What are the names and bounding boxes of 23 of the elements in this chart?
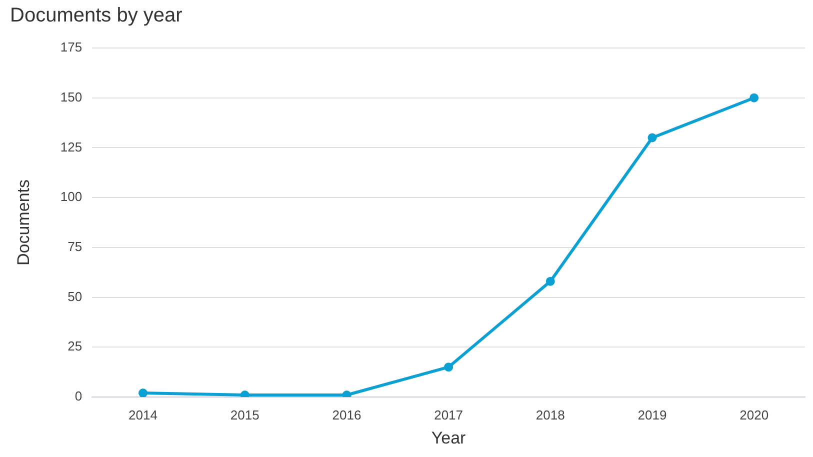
point <box>750 93 759 102</box>
x-tick-label: 2015 <box>230 407 260 422</box>
y-tick-label: 125 <box>60 139 82 154</box>
y-axis-title: Documents <box>14 180 33 266</box>
x-tick-label: 2019 <box>638 407 667 422</box>
x-axis-title: Year <box>431 428 466 448</box>
x-tick-label: 2017 <box>434 407 464 422</box>
x-tick-label: 2020 <box>740 407 769 422</box>
y-tick-label: 175 <box>60 40 82 55</box>
x-tick-label: 2018 <box>536 407 565 422</box>
y-tick-label: 100 <box>60 189 82 204</box>
point <box>546 276 555 286</box>
y-tick-label: 0 <box>74 388 82 404</box>
point <box>444 362 454 372</box>
x-tick-label: 2016 <box>332 407 362 422</box>
y-tick-label: 150 <box>60 89 82 104</box>
point <box>138 388 148 397</box>
y-tick-label: 25 <box>68 338 82 354</box>
chart-title: Documents by year <box>10 4 183 27</box>
point <box>648 133 657 142</box>
y-tick-label: 50 <box>68 288 82 304</box>
x-tick-label: 2014 <box>128 407 158 422</box>
y-tick-label: 75 <box>68 239 82 254</box>
